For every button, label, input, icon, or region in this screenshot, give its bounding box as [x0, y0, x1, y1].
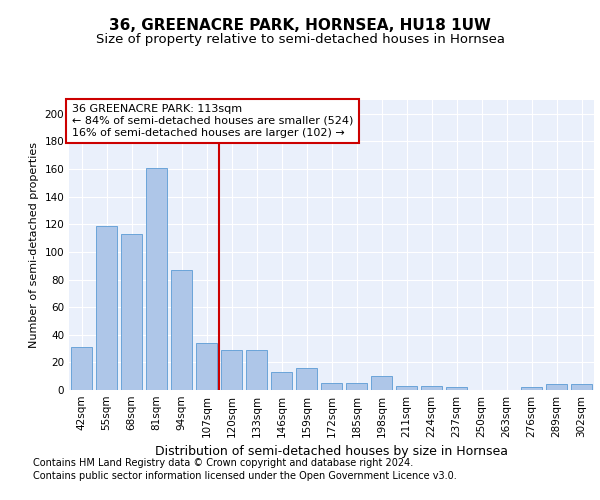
Bar: [121, 234, 142, 390]
Bar: [146, 168, 167, 390]
Text: Contains HM Land Registry data © Crown copyright and database right 2024.: Contains HM Land Registry data © Crown c…: [33, 458, 413, 468]
Text: 36, GREENACRE PARK, HORNSEA, HU18 1UW: 36, GREENACRE PARK, HORNSEA, HU18 1UW: [109, 18, 491, 32]
Bar: [246, 350, 267, 390]
Bar: [221, 350, 242, 390]
Bar: [346, 383, 367, 390]
Bar: [571, 384, 592, 390]
Text: Size of property relative to semi-detached houses in Hornsea: Size of property relative to semi-detach…: [95, 32, 505, 46]
Y-axis label: Number of semi-detached properties: Number of semi-detached properties: [29, 142, 39, 348]
Text: Contains public sector information licensed under the Open Government Licence v3: Contains public sector information licen…: [33, 471, 457, 481]
Text: 36 GREENACRE PARK: 113sqm
← 84% of semi-detached houses are smaller (524)
16% of: 36 GREENACRE PARK: 113sqm ← 84% of semi-…: [71, 104, 353, 138]
Bar: [371, 376, 392, 390]
Bar: [196, 343, 217, 390]
Bar: [421, 386, 442, 390]
Bar: [546, 384, 567, 390]
Bar: [396, 386, 417, 390]
Bar: [71, 347, 92, 390]
X-axis label: Distribution of semi-detached houses by size in Hornsea: Distribution of semi-detached houses by …: [155, 446, 508, 458]
Bar: [521, 387, 542, 390]
Bar: [171, 270, 192, 390]
Bar: [271, 372, 292, 390]
Bar: [96, 226, 117, 390]
Bar: [321, 383, 342, 390]
Bar: [446, 387, 467, 390]
Bar: [296, 368, 317, 390]
